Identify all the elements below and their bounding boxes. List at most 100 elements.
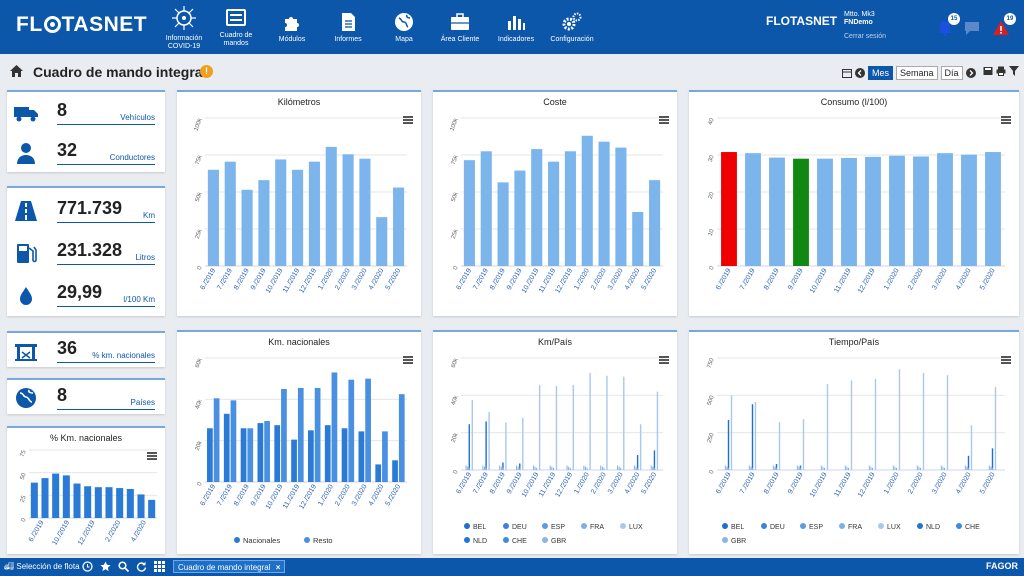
bar-minor[interactable] (566, 465, 568, 470)
print-icon[interactable] (996, 66, 1006, 76)
bar-minor[interactable] (772, 465, 774, 470)
bar-resto[interactable] (365, 378, 371, 482)
bar-minor[interactable] (485, 467, 487, 470)
nav-configuracion[interactable]: Configuración (544, 0, 600, 54)
bar-minor[interactable] (500, 466, 502, 470)
bar[interactable] (275, 159, 287, 266)
bar[interactable] (105, 487, 113, 518)
bar-minor[interactable] (502, 467, 504, 470)
bar-minor[interactable] (620, 467, 622, 470)
bar[interactable] (126, 488, 134, 518)
bar-minor[interactable] (944, 467, 945, 470)
bar[interactable] (359, 158, 371, 266)
kpi-nacionales[interactable]: 36 % km. nacionales (7, 336, 165, 366)
legend-label[interactable]: NLD (473, 538, 487, 545)
bar[interactable] (342, 154, 354, 266)
bar-main[interactable] (946, 375, 949, 470)
bar-nacionales[interactable] (324, 425, 331, 482)
kpi-km[interactable]: 771.739 Km (7, 196, 165, 226)
bar-minor[interactable] (992, 467, 993, 470)
period-dia-button[interactable]: Día (940, 66, 963, 80)
bar[interactable] (632, 211, 644, 266)
bar-minor[interactable] (868, 465, 870, 470)
legend-label[interactable]: BEL (473, 524, 486, 531)
bar[interactable] (94, 487, 102, 518)
bar-main[interactable] (898, 369, 901, 470)
legend-label[interactable]: DEU (512, 524, 527, 531)
bar-minor[interactable] (569, 467, 571, 470)
bar-minor[interactable] (635, 466, 637, 470)
bar-minor[interactable] (964, 465, 966, 470)
bar-secondary[interactable] (751, 404, 754, 470)
bar-main[interactable] (639, 424, 642, 470)
bar-minor[interactable] (920, 467, 921, 470)
bar-minor[interactable] (776, 467, 777, 470)
bar[interactable] (137, 494, 145, 518)
bar-main[interactable] (826, 384, 829, 470)
legend-label[interactable]: GBR (731, 538, 746, 545)
bar-minor[interactable] (894, 466, 896, 470)
bar-minor[interactable] (824, 467, 825, 470)
bar[interactable] (841, 157, 857, 266)
bar-minor[interactable] (637, 467, 639, 470)
bar[interactable] (258, 180, 270, 266)
bar-minor[interactable] (516, 465, 518, 470)
bar-minor[interactable] (549, 465, 551, 470)
bar-secondary[interactable] (468, 424, 470, 470)
bar-secondary[interactable] (727, 419, 730, 470)
bar-minor[interactable] (532, 465, 534, 470)
bar-minor[interactable] (650, 465, 652, 470)
bar-minor[interactable] (800, 467, 801, 470)
bar-main[interactable] (471, 400, 473, 470)
bar[interactable] (889, 155, 905, 266)
bar-minor[interactable] (846, 466, 848, 470)
bar-main[interactable] (802, 419, 805, 470)
messages-button[interactable] (963, 20, 981, 36)
refresh-icon[interactable] (136, 561, 147, 572)
bar[interactable] (769, 157, 785, 266)
nav-mapa[interactable]: Mapa (376, 0, 432, 54)
bar[interactable] (649, 180, 661, 266)
bar[interactable] (598, 141, 610, 266)
bar-resto[interactable] (297, 387, 304, 482)
bar-main[interactable] (754, 402, 757, 470)
bar-main[interactable] (505, 422, 507, 470)
bar[interactable] (497, 182, 509, 266)
bar-minor[interactable] (552, 467, 554, 470)
bar-minor[interactable] (726, 466, 728, 470)
legend-label[interactable]: ESP (809, 524, 823, 531)
bar-secondary[interactable] (502, 462, 504, 470)
legend-label[interactable]: CHE (965, 524, 980, 531)
bar-secondary[interactable] (485, 421, 487, 470)
bar[interactable] (615, 147, 627, 266)
bar-minor[interactable] (499, 465, 501, 470)
bar-resto[interactable] (247, 428, 254, 482)
bar-minor[interactable] (618, 466, 620, 470)
bar[interactable] (817, 158, 833, 266)
home-icon[interactable] (10, 65, 23, 77)
bar-resto[interactable] (348, 379, 355, 482)
bar-minor[interactable] (916, 465, 918, 470)
legend-label[interactable]: FRA (848, 524, 862, 531)
bar-minor[interactable] (752, 467, 753, 470)
bar-resto[interactable] (230, 400, 237, 482)
legend-label[interactable]: BEL (731, 524, 744, 531)
bar-minor[interactable] (892, 465, 894, 470)
bar-minor[interactable] (872, 467, 873, 470)
flotasnet-logo[interactable]: FL TASNET (16, 13, 148, 36)
kpi-consumo[interactable]: 29,99 l/100 Km (7, 280, 165, 310)
bar[interactable] (721, 152, 737, 266)
nav-cuadro-mandos[interactable]: Cuadro de mandos (208, 0, 264, 54)
bar-minor[interactable] (534, 466, 536, 470)
grid-icon[interactable] (154, 561, 165, 572)
period-mes-button[interactable]: Mes (868, 66, 894, 80)
bar-nacionales[interactable] (358, 431, 365, 482)
chart-menu-icon[interactable] (1001, 116, 1011, 124)
bar-resto[interactable] (264, 421, 270, 482)
clock-icon[interactable] (82, 561, 93, 572)
calendar-icon[interactable] (842, 68, 852, 78)
bar-main[interactable] (850, 380, 853, 470)
bar-main[interactable] (488, 412, 490, 470)
legend-label[interactable]: DEU (770, 524, 785, 531)
legend-label[interactable]: CHE (512, 538, 527, 545)
